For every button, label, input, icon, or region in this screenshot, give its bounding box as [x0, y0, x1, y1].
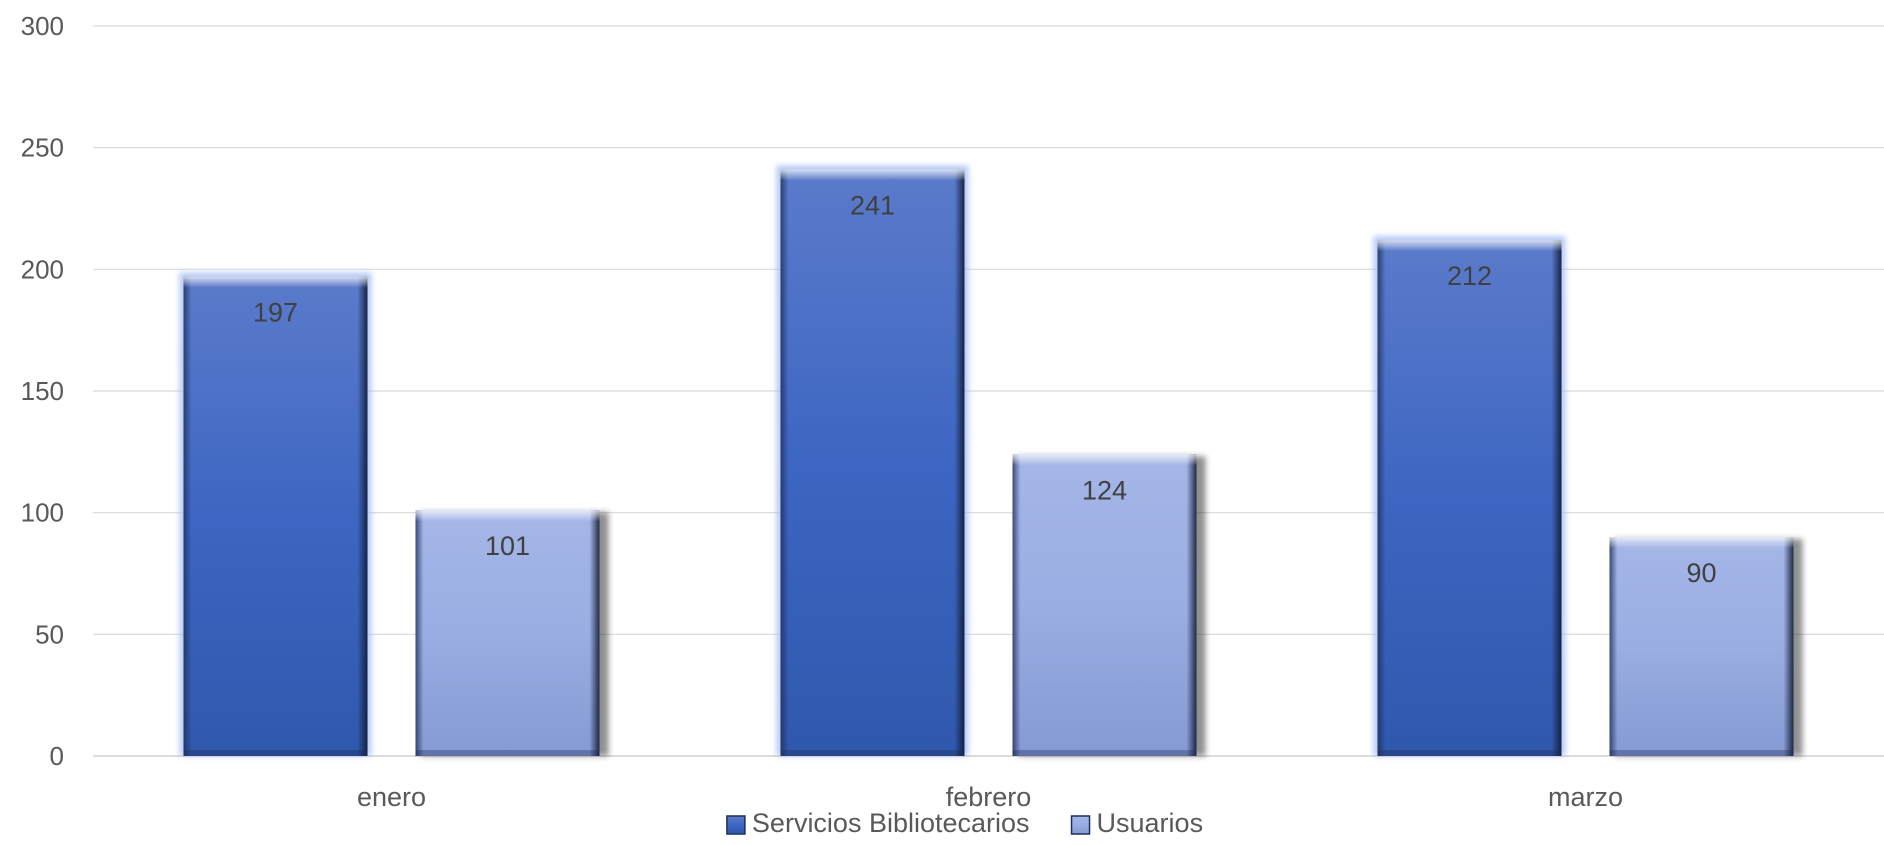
legend-item-servicios-bibliotecarios: Servicios Bibliotecarios — [726, 808, 1030, 838]
x-category-label: enero — [357, 782, 426, 812]
y-tick-label: 250 — [21, 133, 64, 163]
bar-bevel-bottom — [415, 750, 600, 756]
bar-bevel-top — [415, 510, 600, 522]
bar-bevel-bottom — [1012, 750, 1197, 756]
bar-bevel-bottom — [780, 750, 965, 756]
legend: Servicios Bibliotecarios Usuarios — [726, 808, 1204, 838]
data-label: 101 — [485, 531, 530, 561]
data-label: 197 — [253, 298, 298, 328]
bar-bevel-right — [954, 169, 965, 757]
y-tick-label: 300 — [21, 11, 64, 41]
data-label: 90 — [1686, 558, 1716, 588]
bar — [1377, 240, 1562, 757]
legend-label: Usuarios — [1097, 808, 1204, 838]
bar-bevel-right — [1783, 537, 1794, 756]
bar-bevel-top — [183, 276, 368, 288]
y-tick-label: 200 — [21, 254, 64, 284]
bar-bevel-bottom — [1377, 750, 1562, 756]
bar-bevel-left — [183, 276, 192, 756]
y-axis: 0 50 100 150 200 250 300 — [21, 11, 64, 771]
bar-usuarios-enero: 101 — [415, 510, 609, 756]
data-label: 124 — [1082, 475, 1127, 505]
gridlines — [93, 25, 1884, 757]
legend-swatch — [1070, 815, 1091, 835]
x-category-label: febrero — [946, 782, 1032, 812]
legend-label: Servicios Bibliotecarios — [752, 808, 1030, 838]
bar — [183, 276, 368, 756]
bar-bevel-left — [780, 169, 789, 757]
bar-bevel-bottom — [1609, 750, 1794, 756]
bar-bevel-right — [1186, 454, 1197, 756]
bar — [415, 510, 600, 756]
bar-bevel-right — [1551, 240, 1562, 757]
bar-bevel-right — [357, 276, 368, 756]
bar-bevel-bottom — [183, 750, 368, 756]
bar — [1609, 537, 1794, 756]
legend-item-usuarios: Usuarios — [1070, 808, 1204, 838]
bar-servicios-bibliotecarios-febrero: 241 — [776, 165, 969, 757]
bar-usuarios-marzo: 90 — [1609, 537, 1803, 756]
data-label: 212 — [1447, 261, 1492, 291]
bar-bevel-top — [1012, 454, 1197, 466]
y-tick-label: 150 — [21, 376, 64, 406]
bar-bevel-left — [1012, 454, 1021, 756]
bar-bevel-top — [1609, 537, 1794, 548]
bar — [1012, 454, 1197, 756]
y-tick-label: 0 — [50, 741, 64, 771]
y-tick-label: 100 — [21, 498, 64, 528]
bar-bevel-top — [1377, 240, 1562, 252]
x-category-label: marzo — [1548, 782, 1623, 812]
y-tick-label: 50 — [35, 619, 64, 649]
bar-bevel-left — [415, 510, 424, 756]
bars: 197 101 241 124 212 90 — [179, 165, 1803, 757]
bar-bevel-left — [1377, 240, 1386, 757]
bar-bevel-right — [589, 510, 600, 756]
bar-servicios-bibliotecarios-enero: 197 — [179, 272, 372, 756]
bar-usuarios-febrero: 124 — [1012, 454, 1206, 756]
bar-bevel-left — [1609, 537, 1618, 756]
bar — [780, 169, 965, 757]
x-axis: enero febrero marzo — [357, 782, 1623, 812]
bar-bevel-top — [780, 169, 965, 181]
bar-servicios-bibliotecarios-marzo: 212 — [1373, 236, 1566, 757]
legend-swatch — [726, 815, 746, 835]
data-label: 241 — [850, 191, 895, 221]
